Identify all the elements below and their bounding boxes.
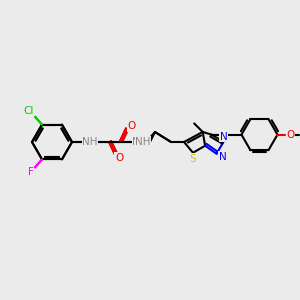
Text: F: F bbox=[28, 167, 34, 177]
Text: O: O bbox=[128, 121, 136, 131]
Text: N: N bbox=[219, 152, 226, 162]
Text: NH: NH bbox=[82, 137, 98, 147]
Text: Cl: Cl bbox=[24, 106, 34, 116]
Text: NH: NH bbox=[135, 137, 151, 147]
Text: NH: NH bbox=[132, 137, 148, 147]
Text: O: O bbox=[286, 130, 295, 140]
Text: S: S bbox=[190, 154, 196, 164]
Text: O: O bbox=[128, 120, 136, 130]
Text: NH: NH bbox=[82, 137, 98, 147]
Text: Cl: Cl bbox=[24, 106, 34, 116]
Text: O: O bbox=[115, 154, 123, 164]
Text: F: F bbox=[28, 167, 34, 177]
Text: N: N bbox=[220, 132, 227, 142]
Text: O: O bbox=[115, 153, 123, 163]
